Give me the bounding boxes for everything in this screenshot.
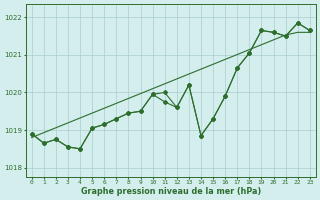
X-axis label: Graphe pression niveau de la mer (hPa): Graphe pression niveau de la mer (hPa) xyxy=(81,187,261,196)
